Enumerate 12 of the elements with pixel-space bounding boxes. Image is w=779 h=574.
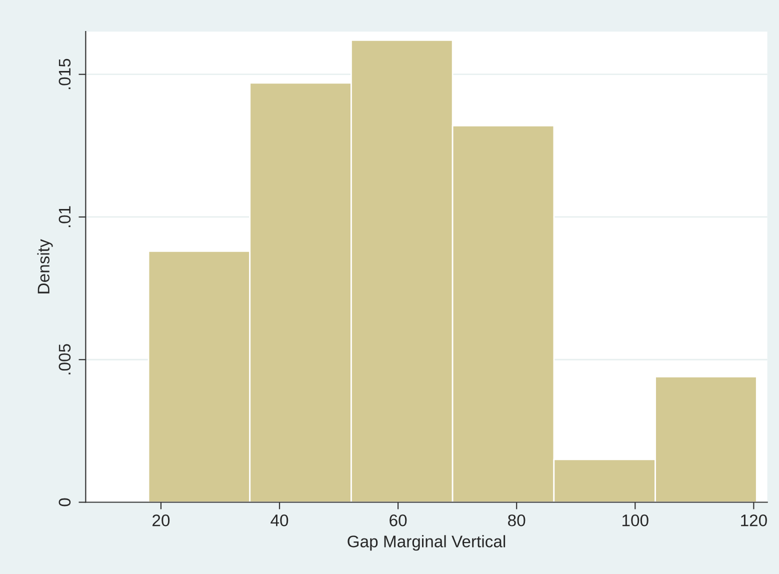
x-tick-label: 100 (622, 514, 648, 526)
y-tick-label: .015 (58, 58, 71, 90)
x-axis-title: Gap Marginal Vertical (348, 535, 506, 551)
x-tick-label: 60 (390, 514, 407, 526)
y-tick-label: .01 (58, 206, 71, 228)
y-axis-title: Density (37, 239, 53, 294)
x-tick-label: 40 (270, 514, 288, 526)
y-tick-label: .005 (58, 344, 71, 374)
x-tick-label: 120 (741, 514, 767, 526)
y-tick-label: 0 (58, 498, 71, 506)
x-tick-label: 80 (508, 514, 526, 526)
x-tick-label: 20 (152, 514, 170, 526)
